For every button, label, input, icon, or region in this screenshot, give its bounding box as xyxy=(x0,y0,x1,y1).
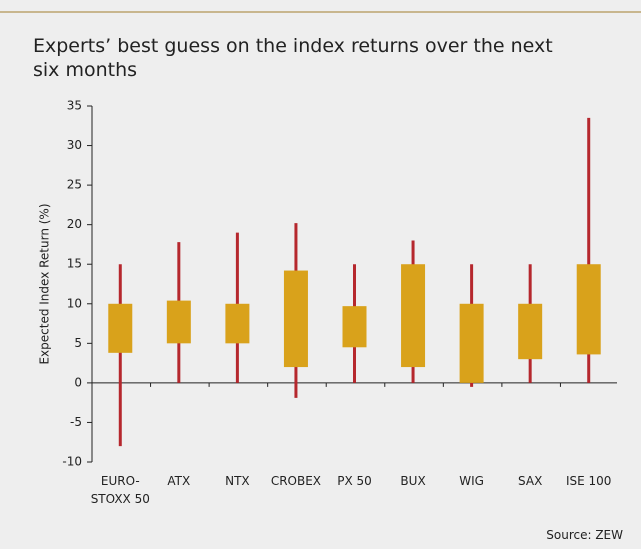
x-tick-label: BUX xyxy=(400,474,426,488)
y-tick-label: 5 xyxy=(74,336,82,350)
top-rule xyxy=(0,11,641,13)
x-tick-label: EURO-STOXX 50 xyxy=(90,474,150,506)
y-tick-label: 10 xyxy=(67,296,82,310)
y-tick-label: 35 xyxy=(67,99,82,113)
x-tick-label: ATX xyxy=(167,474,191,488)
x-tick-label: SAX xyxy=(518,474,543,488)
box xyxy=(108,303,133,353)
y-tick-label: -5 xyxy=(70,415,82,429)
box xyxy=(576,264,601,355)
chart-title: Experts’ best guess on the index returns… xyxy=(33,35,553,81)
box xyxy=(401,264,426,368)
x-tick-label: CROBEX xyxy=(270,474,322,488)
x-tick-label: NTX xyxy=(225,474,250,488)
box xyxy=(283,270,308,368)
box xyxy=(166,300,191,344)
x-tick-label: ISE 100 xyxy=(565,474,612,488)
y-tick-label: 25 xyxy=(67,178,82,192)
box xyxy=(342,306,367,348)
y-tick-label: 0 xyxy=(74,375,82,389)
y-axis-label: Expected Index Return (%) xyxy=(38,203,52,364)
y-tick-label: 20 xyxy=(67,217,82,231)
box xyxy=(518,303,543,360)
x-tick-label: WIG xyxy=(459,474,484,488)
box xyxy=(459,303,484,383)
y-tick-label: 30 xyxy=(67,138,82,152)
box xyxy=(225,303,250,344)
y-tick-label: 15 xyxy=(67,257,82,271)
source: Source: ZEW xyxy=(546,528,623,542)
x-tick-label: PX 50 xyxy=(337,474,372,488)
y-tick-label: -10 xyxy=(62,455,82,469)
